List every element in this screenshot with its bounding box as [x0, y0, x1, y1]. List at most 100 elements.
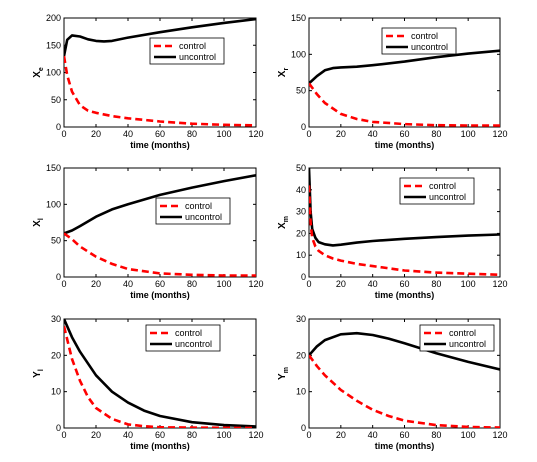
y-tick-label: 30 — [296, 314, 306, 324]
y-tick-label: 20 — [296, 228, 306, 238]
y-tick-label: 50 — [51, 236, 61, 246]
y-axis-label: Xm — [277, 216, 290, 229]
series-line-control — [64, 232, 256, 277]
y-axis-label: Ym — [277, 367, 290, 380]
x-tick-label: 40 — [123, 279, 133, 289]
x-tick-label: 100 — [216, 430, 231, 440]
series-line-uncontrol — [309, 49, 500, 85]
legend-label-control: control — [179, 41, 206, 51]
x-tick-label: 40 — [368, 129, 378, 139]
x-tick-label: 40 — [123, 430, 133, 440]
series-line-uncontrol — [64, 319, 256, 428]
legend-box — [381, 27, 457, 55]
legend-box — [145, 324, 221, 352]
x-tick-label: 60 — [399, 430, 409, 440]
y-tick-label: 0 — [56, 423, 61, 433]
x-tick-label: 80 — [187, 430, 197, 440]
x-tick-label: 120 — [248, 430, 263, 440]
x-tick-label: 20 — [91, 129, 101, 139]
x-tick-label: 0 — [61, 129, 66, 139]
legend-label-control: control — [185, 201, 212, 211]
y-axis-label-subscript: r — [283, 68, 290, 71]
x-tick-label: 80 — [431, 430, 441, 440]
x-axis-label: time (months) — [375, 140, 435, 150]
x-tick-label: 20 — [336, 430, 346, 440]
series-line-control — [309, 82, 500, 127]
series-line-uncontrol — [64, 174, 256, 235]
y-tick-label: 150 — [46, 40, 61, 50]
x-tick-label: 0 — [61, 279, 66, 289]
x-tick-label: 80 — [431, 279, 441, 289]
y-axis-label-main: X — [32, 71, 43, 78]
chart-panel-5: 0 20 40 60 80 100 120 0 10 20 30 time (months) Yl con… — [32, 314, 264, 451]
series-line-control — [64, 55, 256, 127]
y-tick-label: 0 — [56, 122, 61, 132]
y-axis-label: Xl — [32, 218, 45, 227]
x-tick-label: 80 — [187, 129, 197, 139]
x-tick-label: 0 — [306, 279, 311, 289]
y-tick-label: 0 — [301, 272, 306, 282]
legend-box — [149, 37, 225, 65]
y-axis-label-subscript: m — [283, 367, 290, 373]
x-tick-label: 0 — [306, 129, 311, 139]
x-axis-label: time (months) — [130, 290, 190, 300]
y-axis-label-main: Y — [32, 371, 43, 378]
legend-label-control: control — [449, 328, 476, 338]
legend-label-uncontrol: uncontrol — [179, 52, 216, 62]
series-line-uncontrol — [309, 331, 500, 371]
y-tick-label: 100 — [291, 49, 306, 59]
legend-label-control: control — [429, 181, 456, 191]
x-tick-label: 20 — [336, 129, 346, 139]
y-tick-label: 10 — [296, 250, 306, 260]
x-tick-label: 60 — [155, 430, 165, 440]
x-tick-label: 100 — [461, 279, 476, 289]
x-tick-label: 40 — [368, 430, 378, 440]
y-axis-label-subscript: e — [38, 67, 45, 71]
y-tick-label: 0 — [56, 272, 61, 282]
legend-label-uncontrol: uncontrol — [185, 212, 222, 222]
y-tick-label: 100 — [46, 68, 61, 78]
y-axis-label-main: X — [32, 220, 43, 227]
legend-box — [399, 177, 475, 205]
x-tick-label: 120 — [248, 129, 263, 139]
y-tick-label: 50 — [296, 86, 306, 96]
chart-panel-1: 0 20 40 60 80 100 120 0 50 100 150 200 time (months)… — [32, 13, 264, 150]
y-tick-label: 40 — [296, 185, 306, 195]
legend-label-uncontrol: uncontrol — [449, 339, 486, 349]
x-tick-label: 60 — [155, 129, 165, 139]
x-tick-label: 120 — [492, 279, 507, 289]
x-tick-label: 20 — [91, 430, 101, 440]
y-tick-label: 0 — [301, 423, 306, 433]
legend-label-control: control — [411, 31, 438, 41]
series-line-control — [309, 185, 500, 277]
y-axis-label-subscript: l — [38, 369, 45, 371]
legend-label-uncontrol: uncontrol — [429, 192, 466, 202]
x-axis-label: time (months) — [130, 140, 190, 150]
x-tick-label: 0 — [61, 430, 66, 440]
x-axis-label: time (months) — [375, 290, 435, 300]
legend-label-uncontrol: uncontrol — [175, 339, 212, 349]
x-tick-label: 100 — [216, 279, 231, 289]
y-axis-label-subscript: m — [283, 216, 290, 222]
series-line-uncontrol — [64, 18, 256, 57]
x-tick-label: 20 — [91, 279, 101, 289]
x-tick-label: 20 — [336, 279, 346, 289]
plot-area — [63, 17, 257, 128]
y-tick-label: 100 — [46, 199, 61, 209]
y-tick-label: 200 — [46, 13, 61, 23]
y-tick-label: 150 — [46, 163, 61, 173]
x-axis-label: time (months) — [375, 441, 435, 451]
legend-label-control: control — [175, 328, 202, 338]
chart-panel-3: 0 20 40 60 80 100 120 0 50 100 150 time (months) Xl c… — [32, 163, 264, 300]
x-axis-label: time (months) — [130, 441, 190, 451]
y-tick-label: 30 — [51, 314, 61, 324]
x-tick-label: 120 — [492, 430, 507, 440]
x-tick-label: 60 — [155, 279, 165, 289]
y-axis-label: Yl — [32, 369, 45, 378]
